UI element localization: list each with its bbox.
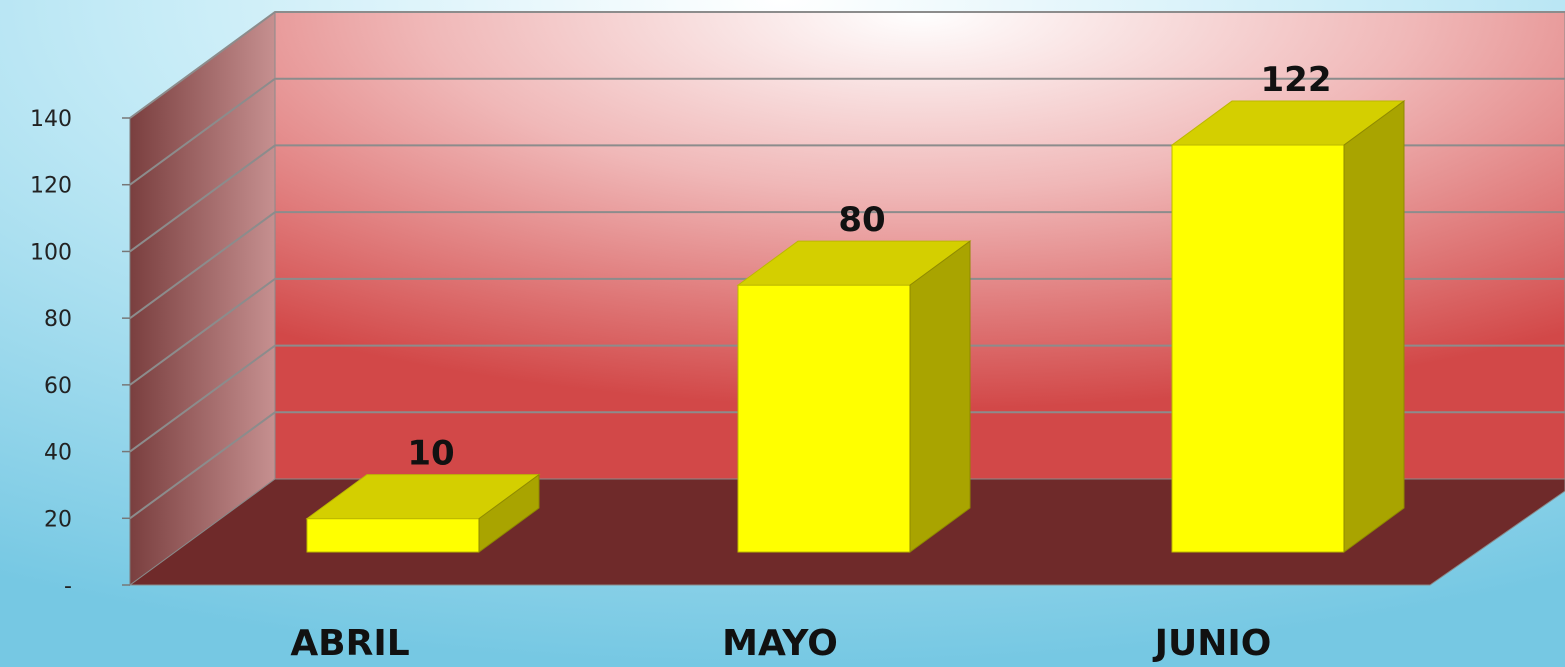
bar-front (306, 518, 480, 553)
y-tick-label: 80 (44, 307, 72, 332)
bar-front (1171, 144, 1345, 553)
data-label: 122 (1261, 60, 1332, 100)
gridline (129, 277, 1565, 386)
gridline (129, 411, 1565, 520)
gridline (129, 77, 1565, 186)
gridline (129, 211, 1565, 319)
bar-mayo (736, 240, 972, 553)
y-tick-label: 100 (30, 240, 72, 265)
y-tick-label: 40 (44, 441, 72, 466)
bar-junio (1170, 100, 1406, 553)
bar-side (1343, 100, 1405, 553)
bar-front (737, 284, 911, 553)
x-tick-label: JUNIO (1152, 623, 1272, 664)
gridline (129, 344, 1565, 453)
bar-side (478, 473, 540, 553)
data-label: 10 (407, 434, 454, 474)
y-tick-label: - (64, 574, 72, 599)
data-label: 80 (838, 200, 885, 240)
bar-side (909, 240, 971, 553)
bar-abril (305, 473, 541, 553)
x-tick-label: ABRIL (290, 623, 409, 664)
y-tick-label: 120 (30, 174, 72, 199)
gridline (129, 11, 1565, 119)
x-tick-label: MAYO (722, 623, 838, 664)
y-tick-label: 20 (44, 507, 72, 532)
y-tick-label: 60 (44, 374, 72, 399)
y-tick-label: 140 (30, 107, 72, 132)
gridline (129, 144, 1565, 253)
